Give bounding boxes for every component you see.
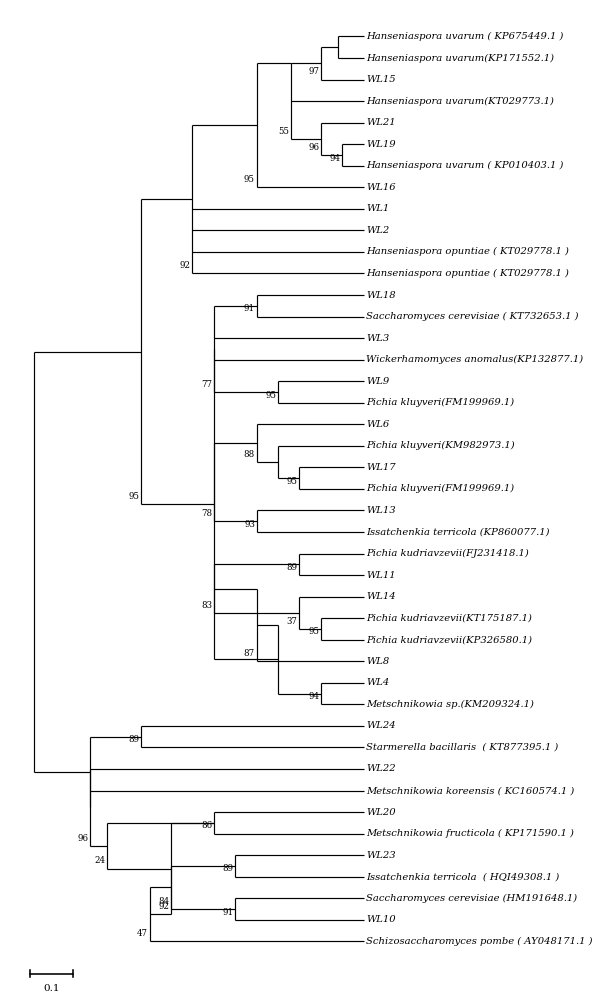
Text: WL6: WL6 <box>366 420 389 429</box>
Text: 83: 83 <box>201 601 212 610</box>
Text: 0.1: 0.1 <box>43 984 60 993</box>
Text: WL2: WL2 <box>366 226 389 235</box>
Text: 96: 96 <box>308 143 319 152</box>
Text: Saccharomyces cerevisiae ( KT732653.1 ): Saccharomyces cerevisiae ( KT732653.1 ) <box>366 312 579 321</box>
Text: 89: 89 <box>287 563 298 572</box>
Text: Starmerella bacillaris  ( KT877395.1 ): Starmerella bacillaris ( KT877395.1 ) <box>366 743 558 752</box>
Text: 97: 97 <box>308 67 319 76</box>
Text: WL20: WL20 <box>366 808 396 817</box>
Text: 77: 77 <box>201 380 212 389</box>
Text: WL9: WL9 <box>366 377 389 386</box>
Text: Pichia kudriavzevii(KT175187.1): Pichia kudriavzevii(KT175187.1) <box>366 614 532 623</box>
Text: Wickerhamomyces anomalus(KP132877.1): Wickerhamomyces anomalus(KP132877.1) <box>366 355 583 364</box>
Text: Issatchenkia terricola (KP860077.1): Issatchenkia terricola (KP860077.1) <box>366 528 550 537</box>
Text: 88: 88 <box>244 450 255 459</box>
Text: WL22: WL22 <box>366 764 396 773</box>
Text: WL21: WL21 <box>366 118 396 127</box>
Text: 95: 95 <box>308 627 319 636</box>
Text: Hanseniaspora opuntiae ( KT029778.1 ): Hanseniaspora opuntiae ( KT029778.1 ) <box>366 247 569 256</box>
Text: 92: 92 <box>159 902 169 911</box>
Text: 95: 95 <box>244 175 255 184</box>
Text: 95: 95 <box>128 492 139 501</box>
Text: WL8: WL8 <box>366 657 389 666</box>
Text: 78: 78 <box>201 509 212 518</box>
Text: 89: 89 <box>222 864 234 873</box>
Text: WL19: WL19 <box>366 140 396 149</box>
Text: Pichia kluyveri(FM199969.1): Pichia kluyveri(FM199969.1) <box>366 398 514 407</box>
Text: Hanseniaspora uvarum(KP171552.1): Hanseniaspora uvarum(KP171552.1) <box>366 53 554 63</box>
Text: Metschnikowia koreensis ( KC160574.1 ): Metschnikowia koreensis ( KC160574.1 ) <box>366 786 575 795</box>
Text: 92: 92 <box>180 261 191 270</box>
Text: WL15: WL15 <box>366 75 396 84</box>
Text: 96: 96 <box>77 834 88 843</box>
Text: 93: 93 <box>244 520 255 529</box>
Text: 91: 91 <box>222 908 234 917</box>
Text: WL17: WL17 <box>366 463 396 472</box>
Text: 84: 84 <box>158 897 169 906</box>
Text: Pichia kudriavzevii(KP326580.1): Pichia kudriavzevii(KP326580.1) <box>366 635 532 644</box>
Text: Metschnikowia fructicola ( KP171590.1 ): Metschnikowia fructicola ( KP171590.1 ) <box>366 829 574 838</box>
Text: 24: 24 <box>94 856 105 865</box>
Text: Issatchenkia terricola  ( HQI49308.1 ): Issatchenkia terricola ( HQI49308.1 ) <box>366 872 560 881</box>
Text: WL23: WL23 <box>366 851 396 860</box>
Text: Pichia kudriavzevii(FJ231418.1): Pichia kudriavzevii(FJ231418.1) <box>366 549 529 558</box>
Text: Hanseniaspora uvarum(KT029773.1): Hanseniaspora uvarum(KT029773.1) <box>366 97 554 106</box>
Text: WL3: WL3 <box>366 334 389 343</box>
Text: WL18: WL18 <box>366 291 396 300</box>
Text: 89: 89 <box>128 735 139 744</box>
Text: 86: 86 <box>201 821 212 830</box>
Text: Metschnikowia sp.(KM209324.1): Metschnikowia sp.(KM209324.1) <box>366 700 534 709</box>
Text: 91: 91 <box>244 304 255 313</box>
Text: WL24: WL24 <box>366 721 396 730</box>
Text: 95: 95 <box>265 391 277 400</box>
Text: 94: 94 <box>330 154 340 163</box>
Text: Hanseniaspora uvarum ( KP675449.1 ): Hanseniaspora uvarum ( KP675449.1 ) <box>366 32 564 41</box>
Text: WL14: WL14 <box>366 592 396 601</box>
Text: WL4: WL4 <box>366 678 389 687</box>
Text: 95: 95 <box>287 477 298 486</box>
Text: WL16: WL16 <box>366 183 396 192</box>
Text: WL13: WL13 <box>366 506 396 515</box>
Text: WL10: WL10 <box>366 915 396 924</box>
Text: Schizosaccharomyces pombe ( AY048171.1 ): Schizosaccharomyces pombe ( AY048171.1 ) <box>366 937 592 946</box>
Text: WL11: WL11 <box>366 571 396 580</box>
Text: 94: 94 <box>308 692 319 701</box>
Text: Hanseniaspora opuntiae ( KT029778.1 ): Hanseniaspora opuntiae ( KT029778.1 ) <box>366 269 569 278</box>
Text: 55: 55 <box>278 127 289 136</box>
Text: 37: 37 <box>287 617 298 626</box>
Text: 47: 47 <box>137 929 148 938</box>
Text: Pichia kluyveri(FM199969.1): Pichia kluyveri(FM199969.1) <box>366 484 514 493</box>
Text: WL1: WL1 <box>366 204 389 213</box>
Text: 87: 87 <box>244 649 255 658</box>
Text: Hanseniaspora uvarum ( KP010403.1 ): Hanseniaspora uvarum ( KP010403.1 ) <box>366 161 564 170</box>
Text: Saccharomyces cerevisiae (HM191648.1): Saccharomyces cerevisiae (HM191648.1) <box>366 894 578 903</box>
Text: Pichia kluyveri(KM982973.1): Pichia kluyveri(KM982973.1) <box>366 441 515 450</box>
